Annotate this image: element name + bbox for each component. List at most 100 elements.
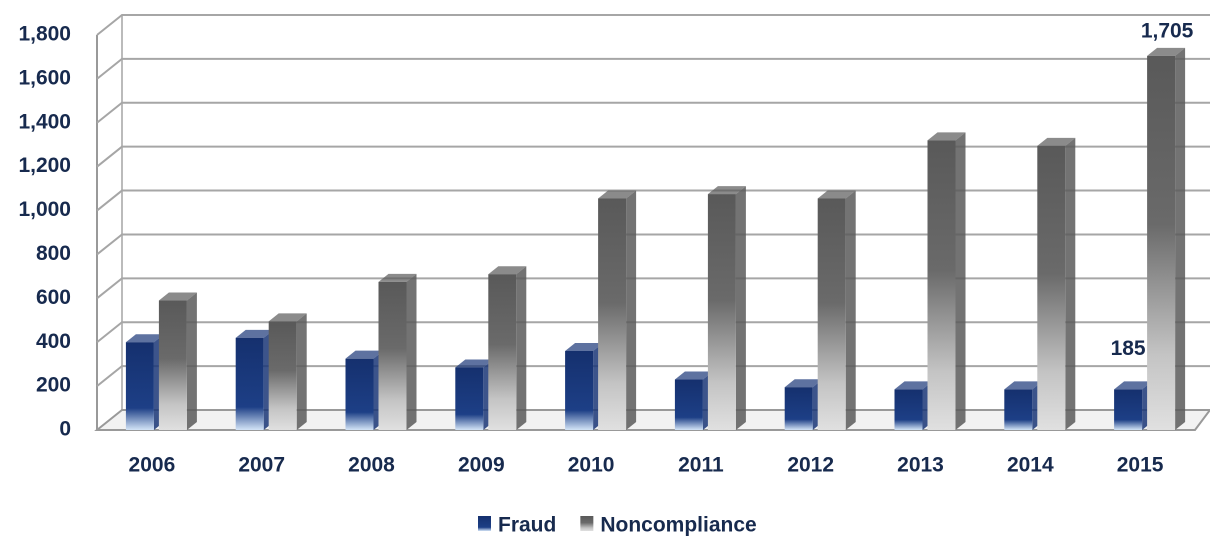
- bar-top: [235, 329, 274, 338]
- y-tick-label: 600: [36, 286, 71, 309]
- bar: [565, 343, 604, 430]
- bar-front: [894, 389, 923, 430]
- bar: [1004, 381, 1043, 430]
- legend-marker: [478, 516, 491, 531]
- bar-front: [598, 198, 627, 430]
- bar-front: [268, 321, 297, 430]
- bar-front: [235, 337, 264, 430]
- bar-front: [455, 367, 484, 430]
- bar-front: [674, 379, 703, 430]
- bar-top: [268, 313, 307, 322]
- data-label: 1,705: [1141, 19, 1194, 42]
- x-tick-label: 2009: [458, 454, 505, 477]
- bar-side: [955, 132, 966, 431]
- y-tick-label: 1,200: [18, 154, 71, 177]
- bar: [1147, 47, 1186, 430]
- bar-top: [125, 334, 164, 343]
- bar-top: [784, 379, 823, 388]
- bar-top: [158, 292, 197, 301]
- x-tick-label: 2006: [129, 454, 176, 477]
- bar: [784, 379, 823, 430]
- x-tick-label: 2013: [897, 454, 944, 477]
- x-tick-label: 2007: [238, 454, 285, 477]
- bar-front: [1114, 389, 1143, 430]
- bar-front: [345, 358, 374, 430]
- grid-line: [96, 145, 1210, 168]
- bar-top: [1037, 137, 1076, 146]
- y-tick-label: 200: [36, 374, 71, 397]
- bar-side: [296, 313, 307, 430]
- bar-front: [707, 194, 736, 430]
- x-tick-label: 2011: [678, 454, 724, 477]
- bar-top: [378, 273, 417, 282]
- y-tick-label: 400: [36, 330, 71, 353]
- grid-line: [96, 57, 1210, 80]
- bar: [268, 313, 307, 430]
- bar-top: [817, 190, 856, 199]
- bar-front: [565, 351, 594, 430]
- bar-top: [598, 190, 637, 199]
- bar: [455, 359, 494, 430]
- x-tick-label: 2010: [568, 454, 615, 477]
- x-tick-label: 2012: [787, 454, 834, 477]
- bar-top: [927, 132, 966, 141]
- data-label: 185: [1111, 337, 1146, 360]
- x-tick-label: 2015: [1117, 454, 1164, 477]
- bar-front: [158, 300, 187, 430]
- bar-top: [1147, 47, 1186, 56]
- bar-front: [817, 198, 846, 430]
- bar-top: [455, 359, 494, 368]
- bar-top: [345, 350, 384, 359]
- bar-side: [516, 266, 527, 430]
- bar-top: [565, 343, 604, 351]
- y-tick-label: 0: [59, 418, 71, 441]
- bar-side: [845, 190, 856, 430]
- bar-front: [378, 281, 407, 430]
- bar: [894, 381, 933, 430]
- bar-front: [927, 140, 956, 431]
- bar: [707, 186, 746, 430]
- y-tick-label: 1,400: [18, 110, 71, 133]
- x-tick-label: 2014: [1007, 454, 1054, 477]
- legend-label: Fraud: [498, 514, 556, 537]
- bar: [1114, 381, 1153, 430]
- bar: [235, 329, 274, 430]
- bar: [927, 132, 966, 431]
- bar-side: [735, 186, 746, 430]
- y-tick-label: 800: [36, 242, 71, 265]
- bar-front: [1037, 145, 1066, 430]
- y-tick-label: 1,800: [18, 23, 71, 46]
- bar-front: [784, 387, 813, 430]
- bar: [488, 266, 527, 430]
- bar-top: [707, 186, 746, 195]
- bar-top: [1004, 381, 1043, 390]
- bar-top: [674, 371, 713, 380]
- bar: [158, 292, 197, 430]
- bar-front: [125, 342, 154, 430]
- x-tick-label: 2008: [348, 454, 395, 477]
- y-tick-label: 1,600: [18, 66, 71, 89]
- legend-marker: [580, 516, 594, 531]
- legend-label: Noncompliance: [600, 514, 756, 537]
- bar-side: [626, 190, 637, 430]
- bar-side: [186, 292, 197, 430]
- bar: [345, 350, 384, 430]
- y-tick-label: 1,000: [18, 198, 71, 221]
- bar-front: [488, 274, 517, 430]
- bar-side: [1175, 47, 1186, 430]
- bar-top: [488, 266, 527, 275]
- bar: [598, 190, 637, 430]
- bar-side: [1065, 137, 1076, 430]
- bar: [817, 190, 856, 430]
- bar-side: [406, 273, 417, 430]
- bar-top: [894, 381, 933, 390]
- bar: [125, 334, 164, 430]
- grid-line: [96, 14, 1210, 36]
- bar: [378, 273, 417, 430]
- bar-front: [1004, 389, 1033, 430]
- bar-top: [1114, 381, 1153, 390]
- bar: [674, 371, 713, 430]
- grid-line: [96, 101, 1210, 124]
- bar-front: [1147, 55, 1176, 430]
